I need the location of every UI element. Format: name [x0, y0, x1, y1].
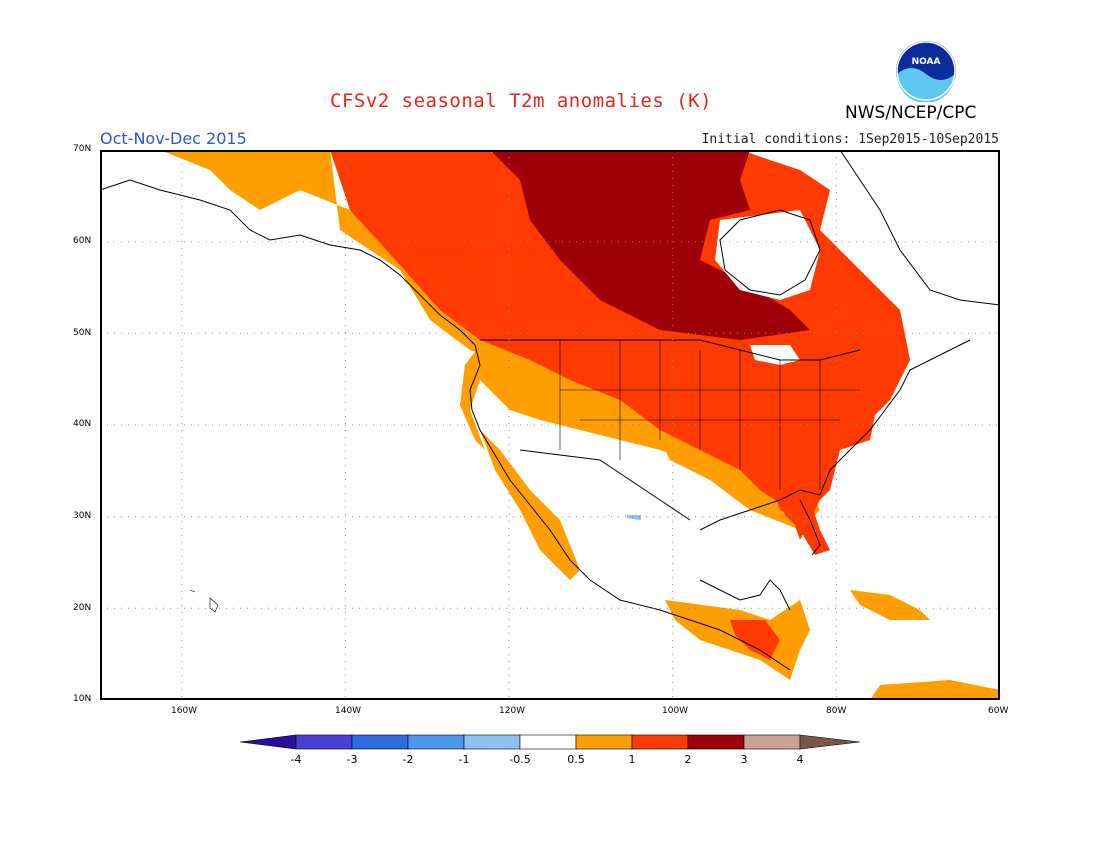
colorbar-tick-label: -1 [459, 753, 470, 766]
anomaly-map [100, 150, 1000, 700]
border-us-mexico [519, 449, 691, 521]
anomaly-region-caribbean [870, 680, 1000, 700]
anomaly-region-orange-north [160, 150, 750, 500]
noaa-logo-icon: NOAA [896, 41, 956, 102]
colorbar-box [295, 734, 353, 750]
anomaly-region-central-america [665, 600, 810, 680]
lon-label-60w: 60W [988, 706, 1009, 716]
colorbar-tick-label: -0.5 [509, 753, 530, 766]
anomaly-region-florida [780, 500, 830, 555]
lat-label-50n: 50N [73, 328, 92, 338]
lon-label-120w: 120W [499, 706, 526, 716]
border-us-canada [480, 339, 861, 361]
colorbar-box [743, 734, 801, 750]
colorbar-box [463, 734, 521, 750]
lat-label-70n: 70N [73, 144, 92, 154]
colorbar-box [687, 734, 745, 750]
colorbar-tick-label: 0.5 [567, 753, 585, 766]
colorbar-box [575, 734, 633, 750]
coastline-east-us [819, 339, 971, 496]
coastline-yucatan [699, 579, 791, 611]
lat-label-60n: 60N [73, 236, 92, 246]
coastline-alaska [100, 179, 476, 346]
lat-label-30n: 30N [73, 511, 92, 521]
logo-text: NOAA [912, 57, 941, 67]
hawaii-islands [189, 589, 219, 613]
southwest-neutral [510, 420, 720, 530]
colorbar-tick-label: -2 [403, 753, 414, 766]
colorbar-box [407, 734, 465, 750]
coastline-florida [799, 499, 821, 556]
colorbar-box [631, 734, 689, 750]
lon-label-80w: 80W [826, 706, 847, 716]
colorbar-tick-label: 1 [629, 753, 636, 766]
colorbar-box [519, 734, 577, 750]
agency-label: NWS/NCEP/CPC [845, 103, 977, 123]
colorbar-tick-label: 4 [797, 753, 804, 766]
anomaly-region-caribbean-2 [850, 590, 930, 620]
coastline-gulf [699, 489, 821, 531]
chart-title: CFSv2 seasonal T2m anomalies (K) [330, 90, 713, 112]
lat-label-10n: 10N [73, 694, 92, 704]
colorbar-legend: -4 -3 -2 -1 -0.5 0.5 1 2 3 4 [240, 734, 860, 766]
coastline-hudson-bay [719, 209, 821, 296]
anomaly-region-orange-west [460, 345, 740, 490]
coastline-greenland [839, 150, 1000, 306]
colorbar-tick-label: -3 [347, 753, 358, 766]
mexico-neutral [570, 510, 700, 590]
lat-label-40n: 40N [73, 419, 92, 429]
colorbar-tick-label: 3 [741, 753, 748, 766]
map-frame [100, 150, 1000, 700]
lat-label-20n: 20N [73, 603, 92, 613]
coastline-west-us [469, 344, 791, 671]
period-label: Oct-Nov-Dec 2015 [100, 129, 247, 148]
lon-label-100w: 100W [662, 706, 689, 716]
initial-conditions-label: Initial conditions: 1Sep2015-10Sep2015 [701, 132, 999, 147]
colorbar-tick-label: 2 [685, 753, 692, 766]
anomaly-region-central-america-red [730, 620, 780, 660]
anomaly-region-dark-red [490, 150, 810, 340]
colorbar-arrow-right [799, 734, 860, 750]
colorbar-tick-label: -4 [291, 753, 302, 766]
greenland-neutral [820, 150, 1000, 310]
hudson-bay-neutral [715, 210, 820, 300]
colorbar-box [351, 734, 409, 750]
lon-label-140w: 140W [335, 706, 362, 716]
colorbar-arrow-left [240, 734, 297, 750]
lon-label-160w: 160W [171, 706, 198, 716]
